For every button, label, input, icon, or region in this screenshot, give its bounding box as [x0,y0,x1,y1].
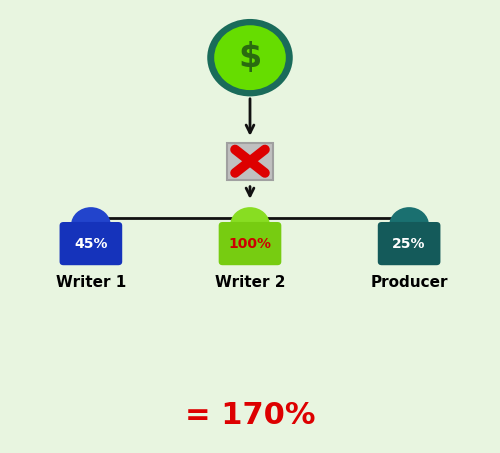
FancyBboxPatch shape [60,222,122,265]
Text: $: $ [238,41,262,74]
Circle shape [389,207,429,243]
Text: Writer 1: Writer 1 [56,275,126,290]
FancyBboxPatch shape [227,143,273,180]
FancyBboxPatch shape [218,222,282,265]
FancyBboxPatch shape [378,222,440,265]
Text: 100%: 100% [228,236,272,251]
Circle shape [214,25,286,90]
Text: 45%: 45% [74,236,108,251]
Text: = 170%: = 170% [185,401,316,430]
Text: Writer 2: Writer 2 [215,275,285,290]
Text: 25%: 25% [392,236,426,251]
Circle shape [230,207,270,243]
Circle shape [207,19,293,96]
Text: Producer: Producer [370,275,448,290]
Circle shape [71,207,111,243]
